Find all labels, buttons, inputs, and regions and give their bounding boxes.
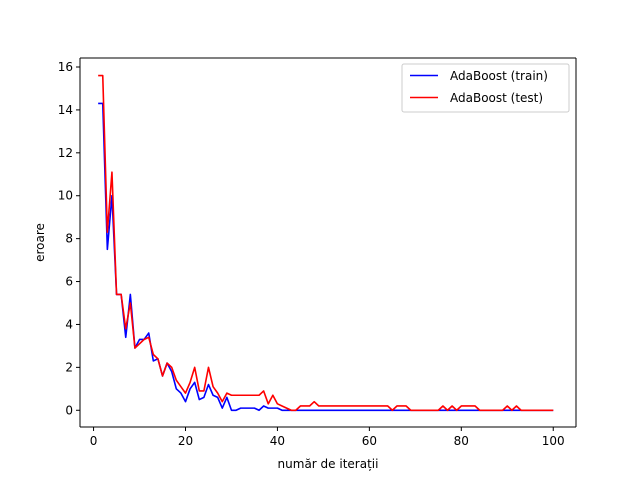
series-layer xyxy=(98,74,554,412)
legend-label-test: AdaBoost (test) xyxy=(450,91,543,105)
y-axis-ticks: 0 2 4 6 8 10 12 14 16 xyxy=(58,60,80,417)
y-tick-label-16: 16 xyxy=(58,60,73,74)
series-line-1 xyxy=(98,74,554,412)
x-tick-label-80: 80 xyxy=(454,434,469,448)
legend-frame xyxy=(401,63,570,113)
legend-label-train: AdaBoost (train) xyxy=(450,69,548,83)
y-tick-label-12: 12 xyxy=(58,146,73,160)
x-tick-label-100: 100 xyxy=(542,434,565,448)
x-tick-label-20: 20 xyxy=(178,434,193,448)
series-line-0 xyxy=(98,102,554,412)
plot-area: 0 20 40 60 80 100 0 2 4 6 8 10 12 14 16 xyxy=(58,57,577,448)
y-tick-label-0: 0 xyxy=(65,403,73,417)
y-axis-label: eroare xyxy=(33,223,47,262)
x-tick-label-40: 40 xyxy=(270,434,285,448)
legend: AdaBoost (train) AdaBoost (test) xyxy=(401,63,570,113)
x-axis-ticks: 0 20 40 60 80 100 xyxy=(90,427,565,448)
y-tick-label-8: 8 xyxy=(65,232,73,246)
y-tick-label-10: 10 xyxy=(58,189,73,203)
x-axis-label: număr de iterații xyxy=(278,457,379,471)
y-tick-label-14: 14 xyxy=(58,103,73,117)
axes-spines xyxy=(79,57,577,428)
y-tick-label-4: 4 xyxy=(65,317,73,331)
plot-frame xyxy=(80,58,576,427)
x-tick-label-0: 0 xyxy=(90,434,98,448)
y-tick-label-2: 2 xyxy=(65,360,73,374)
x-tick-label-60: 60 xyxy=(362,434,377,448)
y-tick-label-6: 6 xyxy=(65,275,73,289)
